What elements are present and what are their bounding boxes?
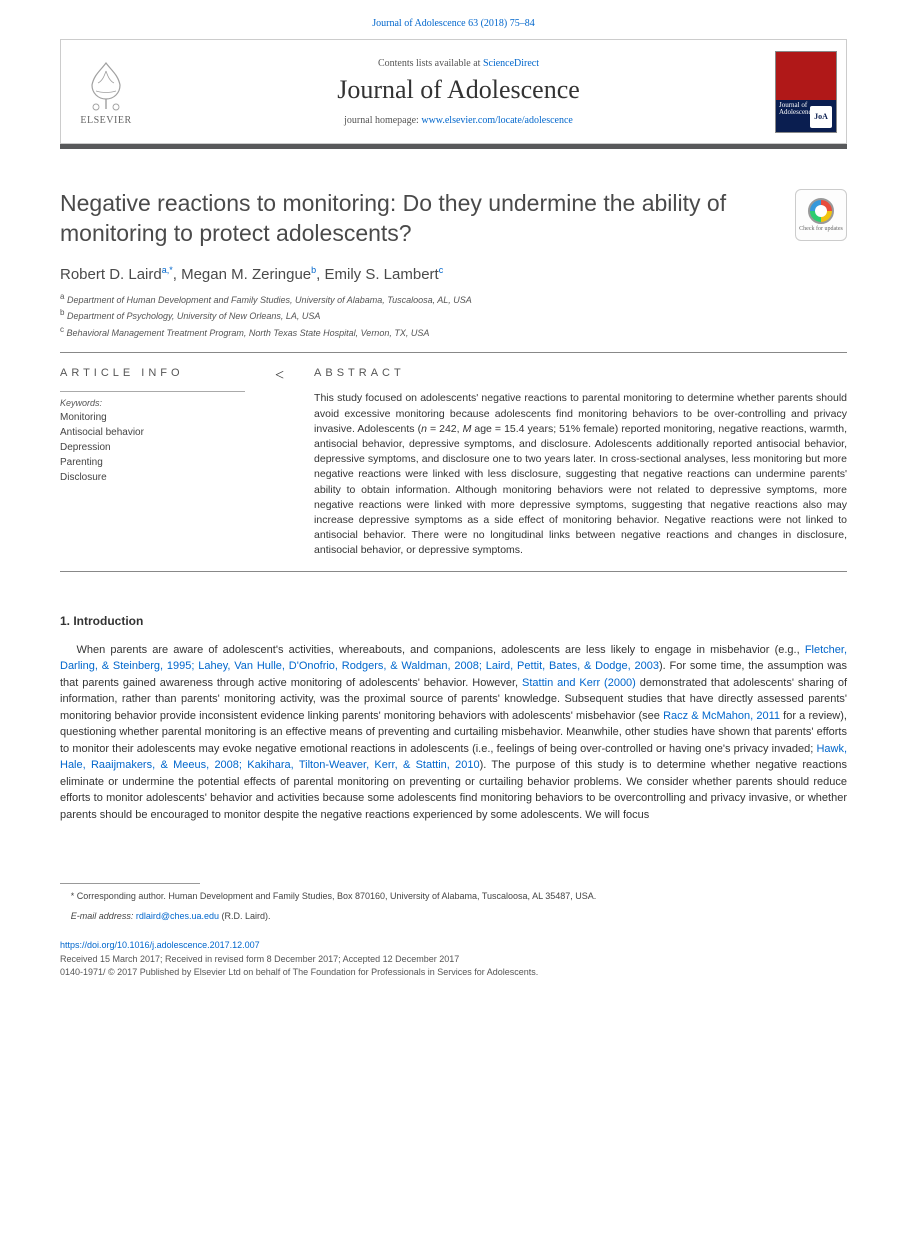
journal-banner: ELSEVIER Contents lists available at Sci… [60, 39, 847, 144]
keyword: Depression [60, 440, 245, 455]
doi-link[interactable]: https://doi.org/10.1016/j.adolescence.20… [60, 940, 260, 950]
citation-link[interactable]: Stattin and Kerr (2000) [522, 677, 636, 689]
section-1-heading: 1. Introduction [60, 614, 847, 628]
email-footnote: E-mail address: rdlaird@ches.ua.edu (R.D… [60, 910, 847, 924]
citation-link[interactable]: Journal of Adolescence 63 (2018) 75–84 [372, 18, 534, 29]
abstract-text: This study focused on adolescents' negat… [314, 391, 847, 558]
sciencedirect-link[interactable]: ScienceDirect [483, 58, 539, 69]
homepage-link[interactable]: www.elsevier.com/locate/adolescence [421, 115, 573, 126]
crossmark-label: Check for updates [799, 226, 843, 232]
keywords-list: MonitoringAntisocial behaviorDepressionP… [60, 410, 245, 485]
email-suffix: (R.D. Laird). [222, 911, 271, 921]
abstract-label: ABSTRACT [314, 367, 847, 379]
article-title: Negative reactions to monitoring: Do the… [60, 189, 783, 249]
affiliations: a Department of Human Development and Fa… [60, 291, 847, 341]
banner-rule [60, 144, 847, 149]
footnote-rule [60, 883, 200, 884]
cover-badge: JoA [810, 106, 832, 128]
corr-prefix: * Corresponding author. [71, 891, 169, 901]
keyword: Antisocial behavior [60, 425, 245, 440]
article-info-column: ARTICLE INFO Keywords: MonitoringAntisoc… [60, 367, 245, 558]
corresponding-author-footnote: * Corresponding author. Human Developmen… [60, 890, 847, 904]
elsevier-tree-icon [78, 57, 134, 113]
contents-prefix: Contents lists available at [378, 58, 483, 69]
citation-link[interactable]: Racz & McMahon, 2011 [663, 710, 780, 722]
banner-center: Contents lists available at ScienceDirec… [151, 40, 766, 143]
journal-homepage: journal homepage: www.elsevier.com/locat… [344, 115, 573, 126]
crossmark-badge[interactable]: Check for updates [795, 189, 847, 241]
homepage-prefix: journal homepage: [344, 115, 421, 126]
journal-title: Journal of Adolescence [337, 75, 580, 105]
keyword: Monitoring [60, 410, 245, 425]
article-info-label: ARTICLE INFO [60, 367, 245, 379]
authors-line: Robert D. Lairda,*, Megan M. Zeringueb, … [60, 265, 847, 283]
crossmark-icon [808, 198, 834, 224]
affiliation-line: c Behavioral Management Treatment Progra… [60, 324, 847, 341]
history-line: Received 15 March 2017; Received in revi… [60, 954, 459, 964]
elsevier-logo[interactable]: ELSEVIER [61, 40, 151, 143]
page-citation-header: Journal of Adolescence 63 (2018) 75–84 [0, 0, 907, 39]
citation-link[interactable]: Fletcher, Darling, & Steinberg, 1995; La… [60, 644, 847, 673]
corr-text: Human Development and Family Studies, Bo… [168, 891, 596, 901]
divider-top [60, 352, 847, 353]
copyright-line: 0140-1971/ © 2017 Published by Elsevier … [60, 967, 538, 977]
corr-email-link[interactable]: rdlaird@ches.ua.edu [136, 911, 219, 921]
keywords-label: Keywords: [60, 398, 245, 408]
email-label: E-mail address: [71, 911, 134, 921]
divider-bottom [60, 571, 847, 572]
keyword: Parenting [60, 455, 245, 470]
article-footer: https://doi.org/10.1016/j.adolescence.20… [60, 939, 847, 980]
journal-cover[interactable]: Journal of Adolescence JoA [766, 40, 846, 143]
elsevier-label: ELSEVIER [80, 115, 131, 126]
cover-thumbnail: Journal of Adolescence JoA [775, 51, 837, 133]
contents-line: Contents lists available at ScienceDirec… [378, 58, 539, 69]
keyword: Disclosure [60, 470, 245, 485]
affiliation-line: a Department of Human Development and Fa… [60, 291, 847, 308]
info-rule [60, 391, 245, 392]
affiliation-line: b Department of Psychology, University o… [60, 307, 847, 324]
abstract-column: ABSTRACT This study focused on adolescen… [314, 367, 847, 558]
intro-paragraph: When parents are aware of adolescent's a… [60, 642, 847, 824]
citation-link[interactable]: Hawk, Hale, Raaijmakers, & Meeus, 2008; … [60, 743, 847, 772]
